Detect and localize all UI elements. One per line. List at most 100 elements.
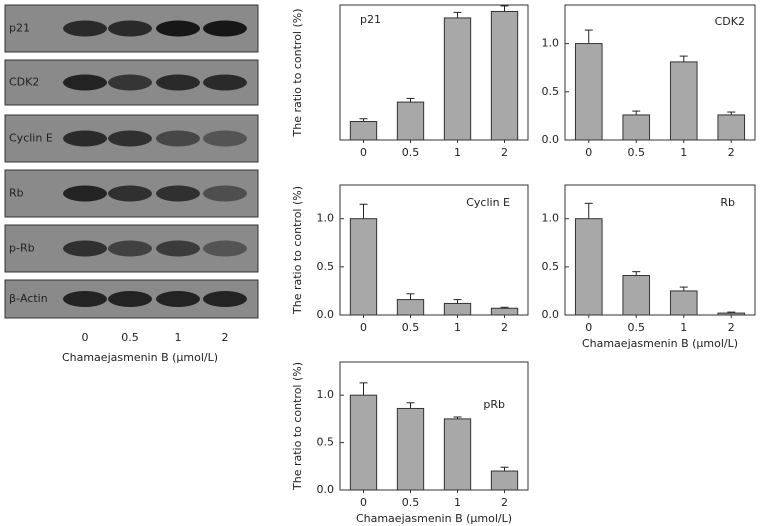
blot-band: [203, 291, 247, 307]
y-tick-label: 0.5: [542, 260, 560, 273]
y-tick-label: 0.5: [542, 85, 560, 98]
y-tick-label: 0.0: [542, 133, 560, 146]
blot-band: [156, 20, 200, 37]
plot-frame: [339, 361, 529, 491]
y-tick-label: 0.0: [542, 308, 560, 321]
y-tick-label: 1.0: [317, 212, 335, 225]
bar: [622, 275, 651, 316]
blot-band: [63, 291, 107, 307]
blot-band: [63, 20, 107, 37]
x-axis-label: Chamaejasmenin B (μmol/L): [356, 512, 512, 525]
x-tick-label: 1: [454, 146, 461, 159]
bar: [717, 312, 746, 316]
y-tick-label: 1.0: [317, 388, 335, 401]
blot-row-label: β-Actin: [9, 292, 48, 305]
chart-label: CDK2: [715, 15, 745, 28]
bar: [490, 10, 519, 141]
blot-band: [203, 130, 247, 147]
bar: [349, 121, 378, 141]
blot-band: [203, 240, 247, 257]
x-tick-label: 0.5: [402, 496, 420, 509]
bar: [669, 290, 698, 316]
bar: [490, 307, 519, 316]
x-tick-label: 2: [501, 496, 508, 509]
x-tick-label: 1: [454, 321, 461, 334]
x-tick-label: 1: [680, 321, 687, 334]
blot-band: [108, 185, 152, 202]
x-tick-label: 2: [728, 321, 735, 334]
x-tick-label: 0.5: [402, 321, 420, 334]
blot-lane-label: 2: [222, 331, 229, 344]
blot-band: [108, 291, 152, 307]
blot-band: [108, 20, 152, 37]
bar: [443, 17, 472, 141]
blot-band: [156, 185, 200, 202]
plot-frame: [564, 184, 756, 316]
y-tick-label: 0.0: [317, 308, 335, 321]
x-tick-label: 0: [585, 146, 592, 159]
bar: [349, 218, 378, 316]
x-tick-label: 1: [454, 496, 461, 509]
y-axis-label: The ratio to control (%): [291, 8, 304, 137]
bar: [717, 114, 746, 141]
y-tick-label: 1.0: [542, 37, 560, 50]
bar: [574, 218, 603, 316]
chart-label: Cyclin E: [466, 196, 510, 209]
chart-label: pRb: [483, 398, 505, 411]
plot-frame: [339, 4, 529, 141]
x-tick-label: 0: [360, 321, 367, 334]
plot-frame: [564, 4, 756, 141]
y-tick-label: 1.0: [542, 212, 560, 225]
y-axis-label: The ratio to control (%): [291, 186, 304, 315]
blot-band: [203, 20, 247, 37]
bar: [574, 43, 603, 141]
blot-band: [108, 130, 152, 147]
blot-band: [108, 240, 152, 257]
blot-band: [203, 185, 247, 202]
blot-band: [63, 130, 107, 147]
blot-row-label: p21: [9, 22, 30, 35]
x-tick-label: 0: [585, 321, 592, 334]
x-tick-label: 0: [360, 496, 367, 509]
y-tick-label: 0.0: [317, 483, 335, 496]
x-tick-label: 0: [360, 146, 367, 159]
bar: [396, 101, 425, 141]
blot-band: [108, 74, 152, 91]
blot-band: [156, 74, 200, 91]
blot-row-label: p-Rb: [9, 242, 35, 255]
x-tick-label: 2: [501, 321, 508, 334]
y-axis-label: The ratio to control (%): [291, 362, 304, 491]
blot-band: [63, 185, 107, 202]
bar: [490, 470, 519, 491]
blot-band: [156, 240, 200, 257]
y-tick-label: 0.5: [317, 260, 335, 273]
bar: [349, 394, 378, 491]
chart-label: Rb: [720, 196, 735, 209]
x-tick-label: 2: [501, 146, 508, 159]
bar: [669, 61, 698, 141]
blot-band: [63, 240, 107, 257]
x-tick-label: 0.5: [628, 146, 646, 159]
x-tick-label: 0.5: [402, 146, 420, 159]
x-tick-label: 0.5: [628, 321, 646, 334]
x-tick-label: 1: [680, 146, 687, 159]
blot-row-label: CDK2: [9, 76, 39, 89]
blot-lane-label: 1: [175, 331, 182, 344]
bar: [396, 299, 425, 316]
chart-label: p21: [360, 13, 381, 26]
blot-lane-label: 0: [82, 331, 89, 344]
blot-band: [156, 291, 200, 307]
blot-row-label: Rb: [9, 187, 24, 200]
blot-band: [203, 74, 247, 91]
blot-row-label: Cyclin E: [9, 132, 53, 145]
bar: [396, 407, 425, 491]
y-tick-label: 0.5: [317, 436, 335, 449]
x-axis-label: Chamaejasmenin B (μmol/L): [582, 337, 738, 350]
blot-lane-label: 0.5: [121, 331, 139, 344]
blot-band: [63, 74, 107, 91]
bar: [443, 302, 472, 316]
bar: [443, 418, 472, 491]
blot-band: [156, 130, 200, 147]
blot-x-label: Chamaejasmenin B (μmol/L): [62, 351, 218, 364]
